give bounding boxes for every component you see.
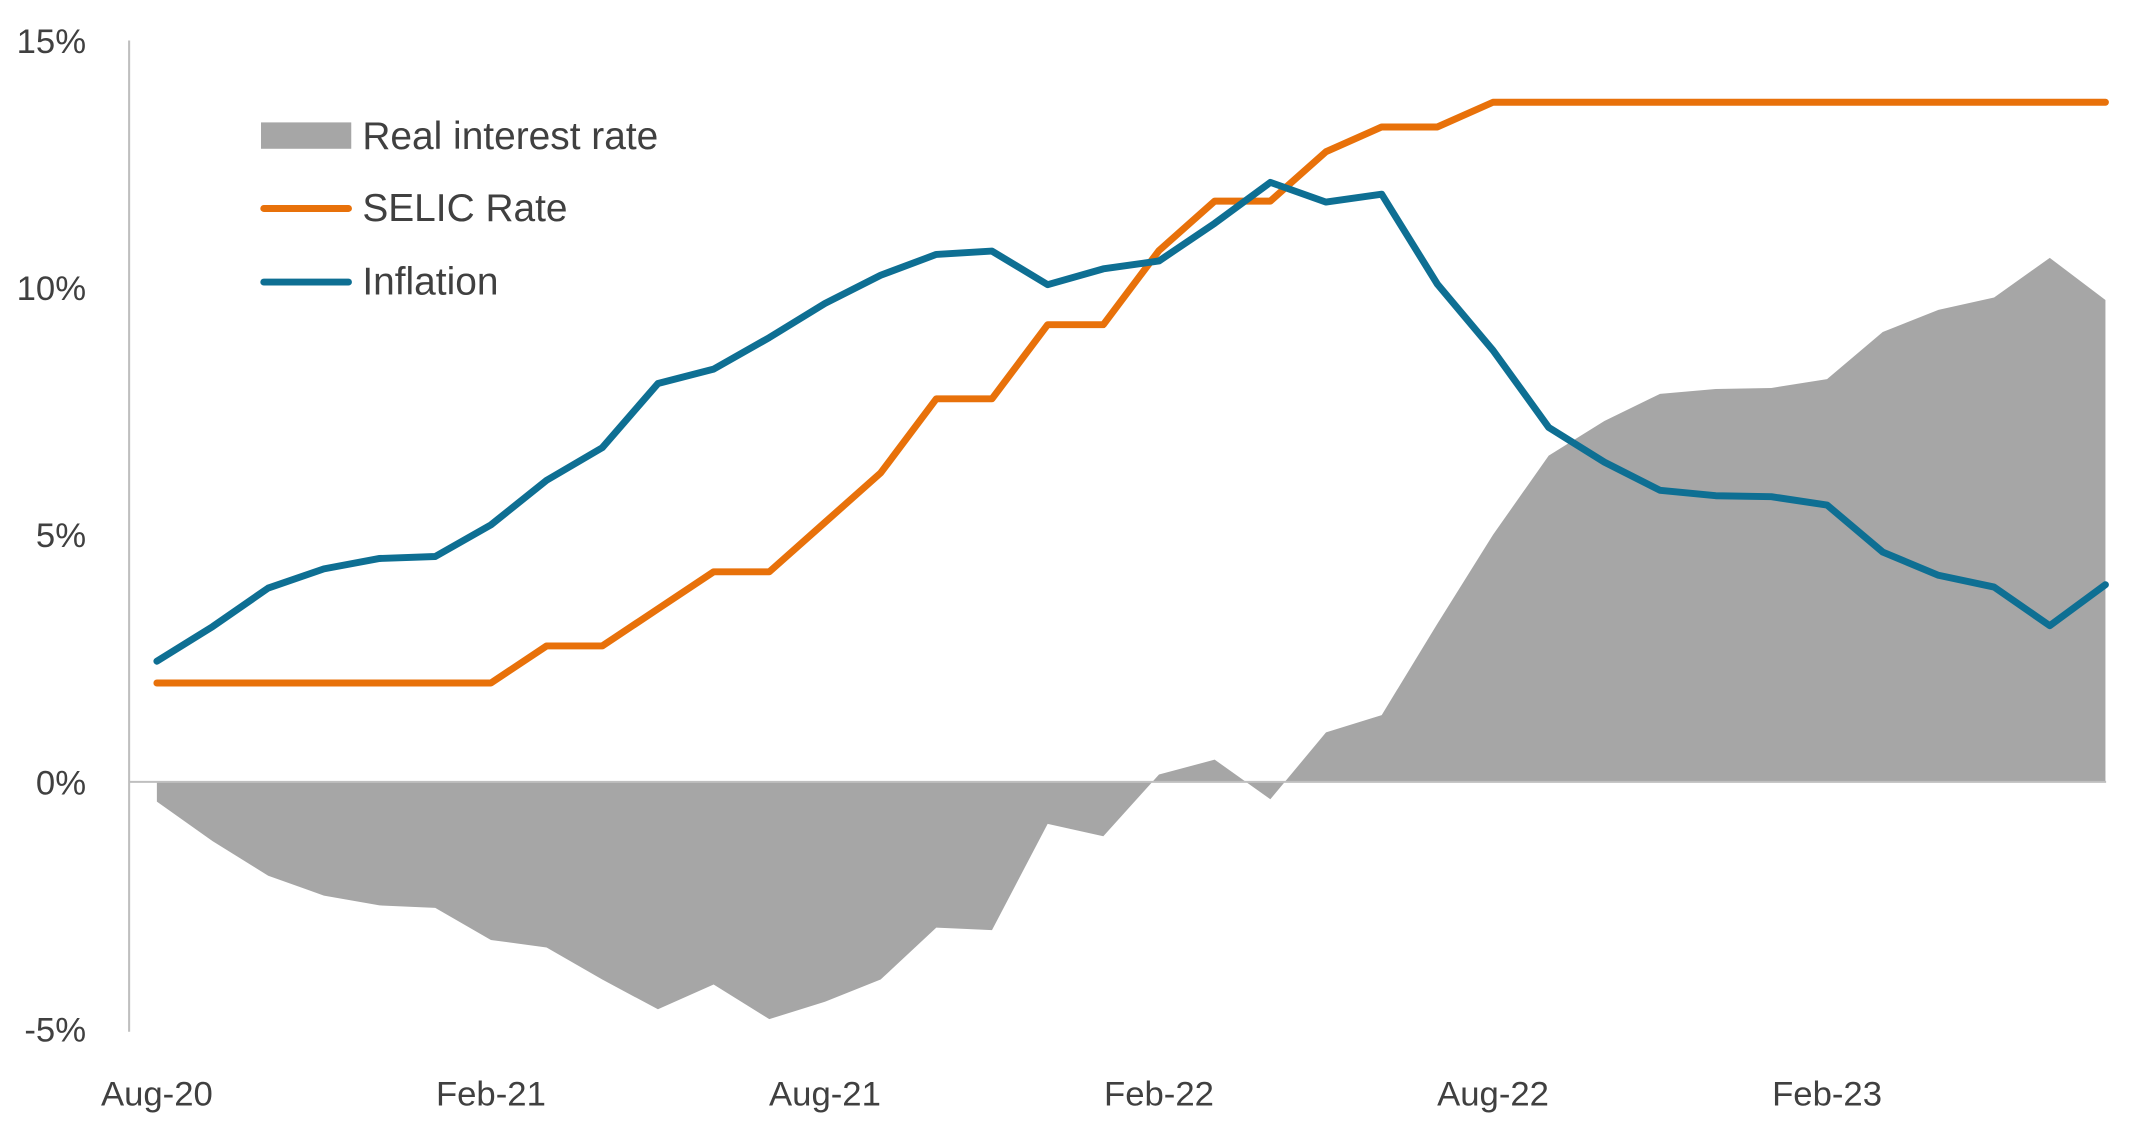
- y-tick-label: -5%: [24, 1011, 86, 1049]
- x-tick-label: Feb-21: [436, 1075, 546, 1113]
- x-tick-label: Feb-23: [1772, 1075, 1882, 1113]
- y-tick-label: 15%: [17, 23, 86, 61]
- inflation-line: [153, 178, 2109, 665]
- x-tick-label: Aug-20: [101, 1075, 213, 1113]
- real-rate-area-layer: [156, 257, 2106, 1020]
- real-rate-area: [156, 257, 2106, 1020]
- legend-swatch-real-rate: [261, 122, 352, 149]
- legend-label-selic: SELIC Rate: [362, 187, 567, 230]
- legend-label-inflation: Inflation: [362, 261, 498, 304]
- x-tick-labels: Aug-20 Feb-21 Aug-21 Feb-22 Aug-22 Feb-23: [101, 1075, 1882, 1113]
- y-tick-label: 10%: [17, 270, 86, 308]
- x-tick-label: Feb-22: [1104, 1075, 1214, 1113]
- x-tick-label: Aug-21: [769, 1075, 881, 1113]
- x-tick-label: Aug-22: [1437, 1075, 1549, 1113]
- y-tick-labels: -5% 0% 5% 10% 15%: [17, 23, 86, 1050]
- y-tick-label: 5%: [36, 517, 86, 555]
- selic-rate-line: [153, 98, 2109, 687]
- legend-label-real-rate: Real interest rate: [362, 115, 658, 158]
- line-layer: [153, 98, 2109, 687]
- y-tick-label: 0%: [36, 764, 86, 802]
- legend: Real interest rate SELIC Rate Inflation: [260, 115, 658, 304]
